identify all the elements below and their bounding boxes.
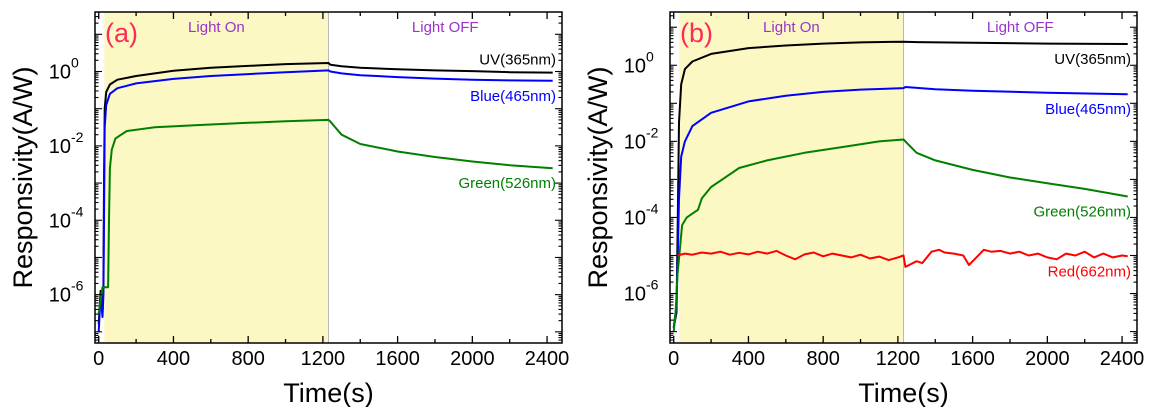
x-tick-label: 1200 [301, 348, 346, 370]
series-line-blue-465nm [672, 86, 1128, 328]
x-tick-label: 800 [231, 348, 264, 370]
y-tick-label: 10 [49, 210, 71, 232]
series-label: Red(662nm) [1048, 263, 1131, 280]
light-on-label: Light On [188, 19, 245, 36]
y-tick-label: 10 [624, 284, 646, 306]
y-tick-label: 10 [49, 285, 71, 307]
light-off-label: Light OFF [412, 19, 479, 36]
x-tick-label: 1600 [375, 348, 420, 370]
y-tick-label: 10 [49, 136, 71, 158]
x-tick-label: 0 [93, 348, 104, 370]
series-label: Blue(465nm) [470, 88, 556, 105]
light-on-region [104, 12, 329, 343]
y-tick-label: 10 [624, 131, 646, 153]
x-axis-title: Time(s) [283, 378, 373, 407]
y-tick-label: 10 [624, 207, 646, 229]
x-tick-label: 1600 [950, 348, 995, 370]
plot-frame [94, 11, 563, 344]
light-on-region [679, 12, 904, 343]
y-tick-exponent: 0 [646, 48, 654, 64]
series-line-blue-465nm [97, 69, 553, 332]
x-tick-label: 2400 [525, 348, 570, 370]
panel-label: (a) [105, 18, 138, 48]
y-tick-exponent: -6 [71, 278, 84, 294]
series-line-red-662nm [677, 248, 1128, 268]
y-axis-title: Responsivity(A/W) [8, 66, 38, 288]
series-label: UV(365nm) [1054, 51, 1131, 68]
series-label: UV(365nm) [479, 52, 556, 69]
series-label: Green(526nm) [1033, 204, 1131, 221]
plot-frame [669, 11, 1138, 344]
x-tick-label: 1200 [876, 348, 921, 370]
x-tick-label: 400 [732, 348, 765, 370]
x-tick-label: 800 [806, 348, 839, 370]
light-on-label: Light On [763, 19, 820, 36]
x-tick-label: 2400 [1100, 348, 1145, 370]
series-label: Blue(465nm) [1045, 101, 1131, 118]
series-line-uv-365nm [672, 40, 1128, 328]
panel-label: (b) [680, 18, 713, 48]
x-tick-label: 2000 [1025, 348, 1070, 370]
x-tick-label: 400 [157, 348, 190, 370]
y-axis-title: Responsivity(A/W) [583, 66, 613, 288]
y-tick-label: 10 [49, 62, 71, 84]
y-tick-exponent: -4 [71, 203, 84, 219]
y-tick-exponent: -2 [71, 129, 84, 145]
series-label: Green(526nm) [458, 175, 556, 192]
series-line-green-526nm [672, 138, 1128, 332]
y-tick-exponent: -2 [646, 124, 659, 140]
x-axis-title: Time(s) [858, 378, 948, 407]
x-tick-label: 2000 [450, 348, 495, 370]
y-tick-label: 10 [624, 55, 646, 77]
x-tick-label: 0 [668, 348, 679, 370]
y-tick-exponent: -4 [646, 200, 659, 216]
light-off-label: Light OFF [987, 19, 1054, 36]
series-line-green-526nm [97, 118, 553, 314]
y-tick-exponent: 0 [71, 55, 79, 71]
y-tick-exponent: -6 [646, 277, 659, 293]
